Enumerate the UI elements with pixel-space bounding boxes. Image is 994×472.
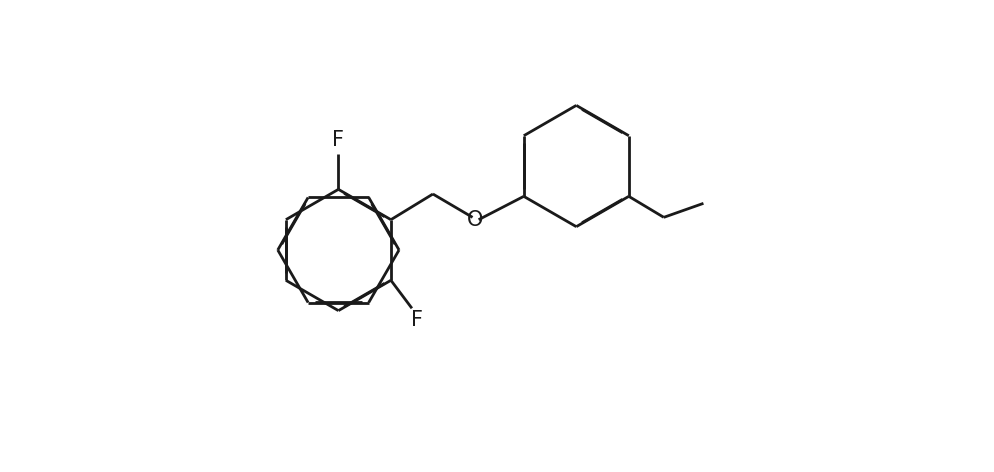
Text: O: O bbox=[467, 210, 483, 230]
Text: F: F bbox=[411, 310, 422, 330]
Text: F: F bbox=[332, 130, 344, 151]
